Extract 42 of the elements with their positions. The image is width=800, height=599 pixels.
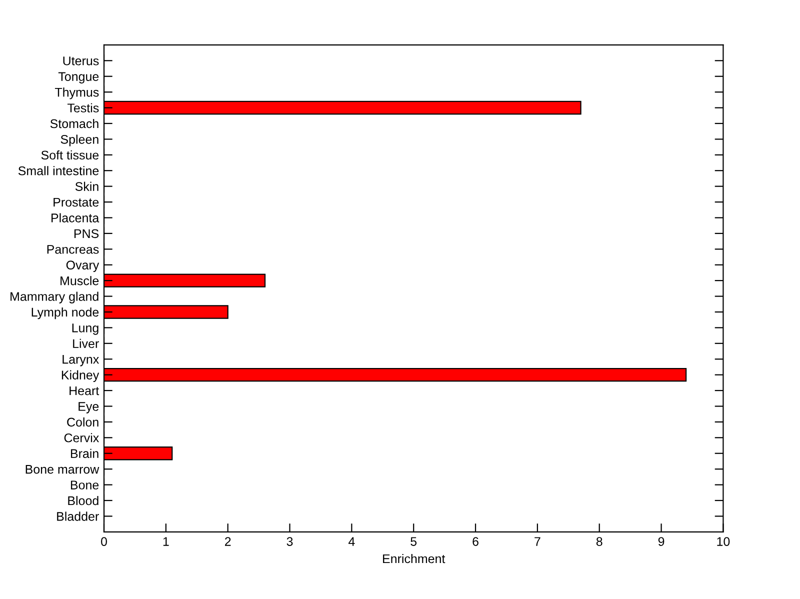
y-tick-label: Bone marrow <box>26 465 100 474</box>
x-tick-label: 10 <box>717 537 730 546</box>
y-tick-label: Liver <box>73 338 99 348</box>
y-tick-label: Placenta <box>52 213 100 222</box>
x-tick-label: 6 <box>472 537 478 546</box>
y-tick-label: Mammary gland <box>10 292 98 304</box>
y-tick-label: Lung <box>72 324 98 335</box>
y-tick-label: Lymph node <box>32 307 99 320</box>
x-tick-label: 8 <box>596 537 602 546</box>
y-tick-label: Stomach <box>50 118 98 128</box>
y-tick-label: Kidney <box>62 370 100 382</box>
y-tick-label: Spleen <box>60 134 98 146</box>
y-tick-label: Pancreas <box>47 245 99 254</box>
x-tick-label: 7 <box>534 537 540 546</box>
y-tick-label: Heart <box>70 386 100 396</box>
y-tick-label: Larynx <box>62 355 100 366</box>
x-tick-label: 2 <box>224 537 231 546</box>
y-tick-label: Soft tissue <box>41 150 99 160</box>
x-tick-label: 9 <box>658 537 664 546</box>
y-tick-label: Testis <box>67 103 99 112</box>
y-tick-label: Brain <box>70 448 98 458</box>
y-tick-label: Bladder <box>57 512 99 521</box>
y-tick-label: Small intestine <box>18 166 99 176</box>
x-tick-label: 4 <box>348 537 355 546</box>
y-tick-label: Uterus <box>63 56 99 66</box>
y-tick-label: Muscle <box>60 276 99 286</box>
y-tick-label: Blood <box>68 496 98 506</box>
y-tick-label: PNS <box>74 229 99 238</box>
x-axis-title: Enrichment <box>383 554 446 564</box>
y-tick-label: Ovary <box>66 260 100 272</box>
y-tick-label: Thymus <box>54 88 99 100</box>
y-tick-label: Tongue <box>58 72 99 84</box>
x-tick-label: 0 <box>101 537 107 546</box>
y-tick-label: Prostate <box>54 198 99 207</box>
x-tick-label: 5 <box>410 537 417 546</box>
y-tick-label: Colon <box>67 417 98 427</box>
x-tick-label: 3 <box>286 537 293 546</box>
y-tick-label: Eye <box>78 402 99 414</box>
y-tick-label: Skin <box>75 182 98 191</box>
x-tick-label: 1 <box>163 537 169 546</box>
y-tick-label: Cervix <box>64 433 100 442</box>
y-tick-label: Bone <box>70 480 99 490</box>
